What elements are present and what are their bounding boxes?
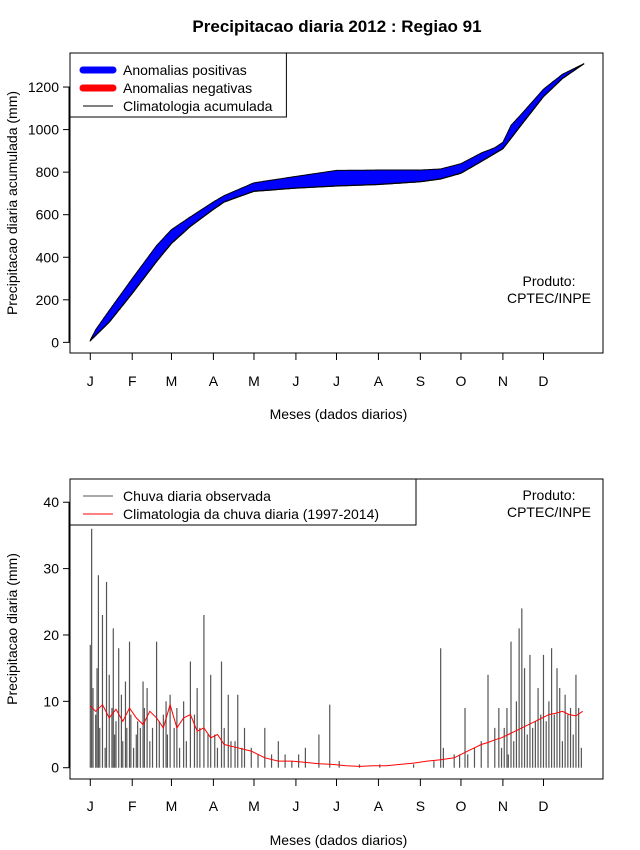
product-annotation-line: CPTEC/INPE — [507, 504, 591, 520]
legend-label: Climatologia da chuva diaria (1997-2014) — [123, 506, 379, 522]
y-tick-label: 1200 — [28, 79, 59, 95]
legend-label: Climatologia acumulada — [123, 98, 273, 114]
y-tick-label: 40 — [43, 494, 59, 510]
x-axis: J F M A M J J A S O N D Meses (dados diarios) — [87, 778, 549, 848]
x-tick-label: D — [538, 373, 548, 389]
x-axis-title: Meses (dados diarios) — [270, 406, 408, 422]
y-axis: 0 10 20 30 40 Precipitacao diaria (mm) — [4, 494, 70, 776]
x-tick-label: M — [166, 373, 178, 389]
x-tick-label: O — [456, 373, 467, 389]
x-tick-label: F — [128, 373, 137, 389]
legend: Anomalias positivas Anomalias negativas Cl… — [69, 52, 287, 118]
y-tick-label: 20 — [43, 627, 59, 643]
x-tick-label: J — [333, 798, 340, 814]
x-tick-label: D — [538, 798, 548, 814]
product-annotation-line: CPTEC/INPE — [507, 290, 591, 306]
climatology-daily-line — [89, 702, 583, 767]
y-tick-label: 200 — [36, 292, 60, 308]
x-tick-label: A — [374, 798, 384, 814]
x-tick-label: J — [87, 798, 94, 814]
climatology-cumulative-line — [89, 63, 585, 342]
product-annotation-line: Produto: — [523, 273, 576, 289]
y-tick-label: 800 — [36, 164, 60, 180]
x-tick-label: M — [248, 798, 260, 814]
product-annotation-line: Produto: — [523, 487, 576, 503]
x-tick-label: A — [209, 373, 219, 389]
y-tick-label: 30 — [43, 561, 59, 577]
x-tick-label: A — [374, 373, 384, 389]
x-tick-label: O — [456, 798, 467, 814]
x-tick-label: J — [292, 373, 299, 389]
x-tick-label: F — [128, 798, 137, 814]
x-tick-label: J — [333, 373, 340, 389]
x-tick-label: N — [498, 798, 508, 814]
y-tick-label: 0 — [51, 760, 59, 776]
legend-label: Anomalias positivas — [123, 62, 247, 78]
chart-title: Precipitacao diaria 2012 : Regiao 91 — [192, 17, 481, 36]
observed-rain-bars — [89, 528, 582, 768]
legend-box — [69, 478, 417, 526]
cumulative-chart: 0 200 400 600 800 1000 1200 Precipitacao diaria… — [4, 52, 604, 422]
x-tick-label: J — [87, 373, 94, 389]
legend-label: Chuva diaria observada — [123, 488, 271, 504]
y-axis: 0 200 400 600 800 1000 1200 Precipitacao diaria… — [4, 79, 70, 350]
y-tick-label: 1000 — [28, 122, 59, 138]
x-tick-label: S — [416, 373, 425, 389]
legend-label: Anomalias negativas — [123, 80, 252, 96]
x-tick-label: N — [498, 373, 508, 389]
x-tick-label: M — [166, 798, 178, 814]
x-tick-label: S — [416, 798, 425, 814]
x-axis: J F M A M J J A S O N D Meses (dados diarios) — [87, 352, 549, 422]
y-axis-title: Precipitacao diaria (mm) — [4, 553, 20, 705]
y-tick-label: 10 — [43, 693, 59, 709]
x-tick-label: M — [248, 373, 260, 389]
y-axis-title: Precipitacao diaria acumulada (mm) — [4, 91, 20, 315]
legend: Chuva diaria observada Climatologia da ch… — [69, 478, 417, 526]
x-axis-title: Meses (dados diarios) — [270, 832, 408, 848]
x-tick-label: J — [292, 798, 299, 814]
x-tick-label: A — [209, 798, 219, 814]
y-tick-label: 400 — [36, 249, 60, 265]
y-tick-label: 600 — [36, 207, 60, 223]
y-tick-label: 0 — [51, 334, 59, 350]
